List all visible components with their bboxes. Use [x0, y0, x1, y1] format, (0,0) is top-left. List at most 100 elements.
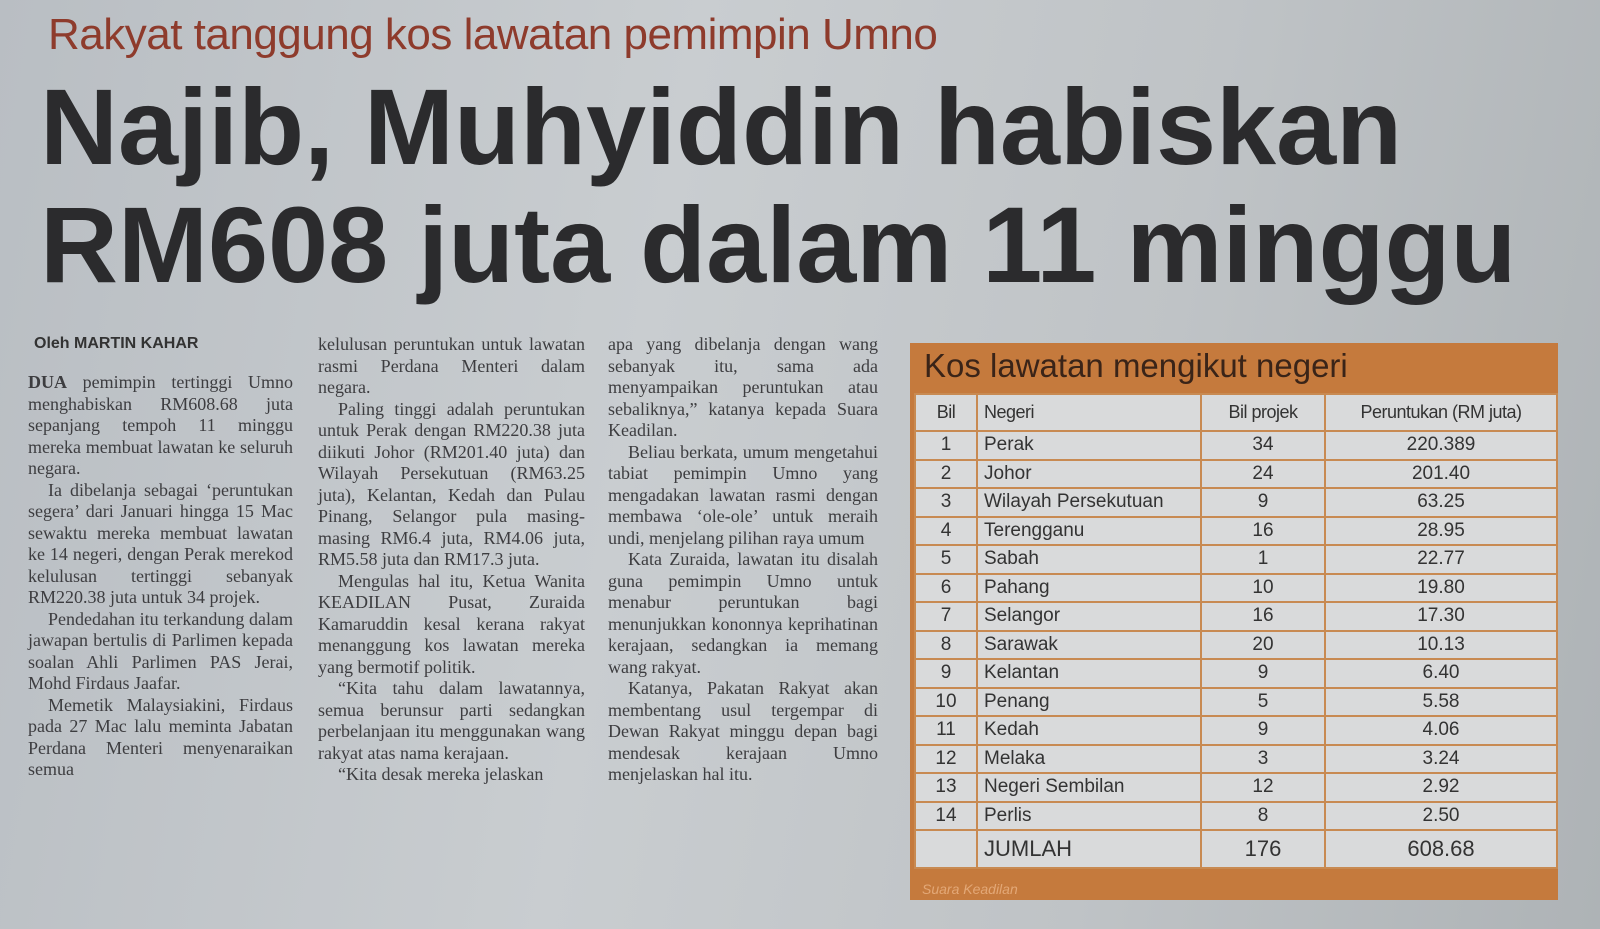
header-negeri: Negeri	[976, 393, 1202, 432]
paragraph: Ia dibelanja sebagai ‘peruntukan segera’…	[28, 479, 293, 608]
cell-amount: 201.40	[1324, 458, 1558, 489]
source-credit: Suara Keadilan	[922, 881, 1018, 897]
cell-negeri: Sarawak	[976, 629, 1202, 660]
table-row: 14 Perlis 8 2.50	[914, 800, 1558, 831]
cell-negeri: Selangor	[976, 601, 1202, 632]
cell-projects: 8	[1200, 800, 1326, 831]
headline-line-2: RM608 juta dalam 11 minggu	[40, 184, 1517, 305]
cell-bil: 9	[914, 658, 978, 689]
table-row: 1 Perak 34 220.389	[914, 430, 1558, 461]
table-row: 9 Kelantan 9 6.40	[914, 658, 1558, 689]
cell-negeri: Kelantan	[976, 658, 1202, 689]
cell-amount: 220.389	[1324, 430, 1558, 461]
paragraph: Katanya, Pakatan Rakyat akan membentang …	[608, 678, 878, 784]
cell-negeri: Melaka	[976, 743, 1202, 774]
paragraph: Beliau berkata, umum mengetahui tabiat p…	[608, 441, 878, 548]
cell-negeri: Kedah	[976, 715, 1202, 746]
cell-negeri: Perak	[976, 430, 1202, 461]
cell-bil: 3	[914, 487, 978, 518]
cell-negeri: Johor	[976, 458, 1202, 489]
total-empty	[914, 829, 978, 869]
header-amount: Peruntukan (RM juta)	[1324, 393, 1558, 432]
cell-bil: 12	[914, 743, 978, 774]
total-projects: 176	[1200, 829, 1326, 869]
paragraph: Pendedahan itu terkandung dalam jawapan …	[28, 608, 293, 694]
cell-bil: 8	[914, 629, 978, 660]
paragraph: “Kita desak mereka jelaskan	[338, 764, 544, 784]
table-row: 7 Selangor 16 17.30	[914, 601, 1558, 632]
cell-amount: 17.30	[1324, 601, 1558, 632]
headline: Najib, Muhyiddin habiskan RM608 juta dal…	[40, 68, 1516, 304]
article-column-3: apa yang dibelanja dengan wang sebanyak …	[608, 334, 878, 786]
cell-amount: 3.24	[1324, 743, 1558, 774]
header-projects: Bil projek	[1200, 393, 1326, 432]
byline: Oleh MARTIN KAHAR	[34, 335, 199, 352]
cell-projects: 16	[1200, 515, 1326, 546]
header-bil: Bil	[914, 393, 978, 432]
table-title: Kos lawatan mengikut negeri	[924, 347, 1348, 384]
headline-line-1: Najib, Muhyiddin habiskan	[40, 66, 1403, 187]
table-row: 12 Melaka 3 3.24	[914, 743, 1558, 774]
cell-negeri: Negeri Sembilan	[976, 772, 1202, 803]
cell-amount: 63.25	[1324, 487, 1558, 518]
cell-negeri: Sabah	[976, 544, 1202, 575]
article-column-2: kelulusan peruntukan untuk lawatan rasmi…	[318, 334, 585, 786]
cell-projects: 20	[1200, 629, 1326, 660]
cell-negeri: Penang	[976, 686, 1202, 717]
cell-bil: 11	[914, 715, 978, 746]
cell-projects: 1	[1200, 544, 1326, 575]
cell-negeri: Perlis	[976, 800, 1202, 831]
cell-bil: 5	[914, 544, 978, 575]
cell-amount: 10.13	[1324, 629, 1558, 660]
total-label: JUMLAH	[976, 829, 1202, 869]
lead-word: DUA	[28, 372, 67, 392]
table-row: 4 Terengganu 16 28.95	[914, 515, 1558, 546]
cell-negeri: Terengganu	[976, 515, 1202, 546]
cell-amount: 5.58	[1324, 686, 1558, 717]
cell-bil: 4	[914, 515, 978, 546]
cell-projects: 12	[1200, 772, 1326, 803]
table-row: 2 Johor 24 201.40	[914, 458, 1558, 489]
article-column-1: Oleh MARTIN KAHAR DUA pemimpin tertinggi…	[28, 334, 293, 781]
cell-projects: 9	[1200, 715, 1326, 746]
total-row: JUMLAH 176 608.68	[914, 829, 1558, 869]
paragraph: “Kita tahu dalam lawatannya, semua berun…	[318, 678, 585, 763]
cell-projects: 5	[1200, 686, 1326, 717]
cell-projects: 3	[1200, 743, 1326, 774]
cell-projects: 16	[1200, 601, 1326, 632]
cell-projects: 9	[1200, 658, 1326, 689]
paragraph: Memetik Malaysiakini, Firdaus pada 27 Ma…	[28, 694, 293, 780]
cell-projects: 10	[1200, 572, 1326, 603]
cell-amount: 22.77	[1324, 544, 1558, 575]
cell-amount: 19.80	[1324, 572, 1558, 603]
cell-amount: 2.92	[1324, 772, 1558, 803]
paragraph: DUA pemimpin tertinggi Umno menghabiskan…	[28, 372, 293, 480]
paragraph: Kata Zuraida, lawatan itu disalah guna p…	[608, 549, 878, 677]
cell-amount: 28.95	[1324, 515, 1558, 546]
paragraph: kelulusan peruntukan untuk lawatan rasmi…	[318, 334, 585, 397]
cell-bil: 10	[914, 686, 978, 717]
cell-amount: 4.06	[1324, 715, 1558, 746]
cell-bil: 6	[914, 572, 978, 603]
paragraph: apa yang dibelanja dengan wang sebanyak …	[608, 334, 878, 440]
table-row: 5 Sabah 1 22.77	[914, 544, 1558, 575]
cell-bil: 2	[914, 458, 978, 489]
cell-bil: 1	[914, 430, 978, 461]
cost-table: Bil Negeri Bil projek Peruntukan (RM jut…	[914, 393, 1558, 869]
paragraph: Paling tinggi adalah peruntukan untuk Pe…	[318, 398, 585, 570]
paragraph-text: pemimpin tertinggi Umno menghabiskan RM6…	[28, 372, 293, 478]
cell-bil: 14	[914, 800, 978, 831]
kicker: Rakyat tanggung kos lawatan pemimpin Umn…	[48, 10, 938, 59]
cost-table-box: Kos lawatan mengikut negeri Bil Negeri B…	[910, 343, 1558, 900]
cell-bil: 7	[914, 601, 978, 632]
table-row: 10 Penang 5 5.58	[914, 686, 1558, 717]
paragraph: Mengulas hal itu, Ketua Wanita KEADILAN …	[318, 570, 585, 677]
cell-bil: 13	[914, 772, 978, 803]
cell-negeri: Pahang	[976, 572, 1202, 603]
cell-projects: 34	[1200, 430, 1326, 461]
cell-amount: 2.50	[1324, 800, 1558, 831]
cell-negeri: Wilayah Persekutuan	[976, 487, 1202, 518]
cell-amount: 6.40	[1324, 658, 1558, 689]
table-row: 11 Kedah 9 4.06	[914, 715, 1558, 746]
table-header-row: Bil Negeri Bil projek Peruntukan (RM jut…	[914, 393, 1558, 432]
